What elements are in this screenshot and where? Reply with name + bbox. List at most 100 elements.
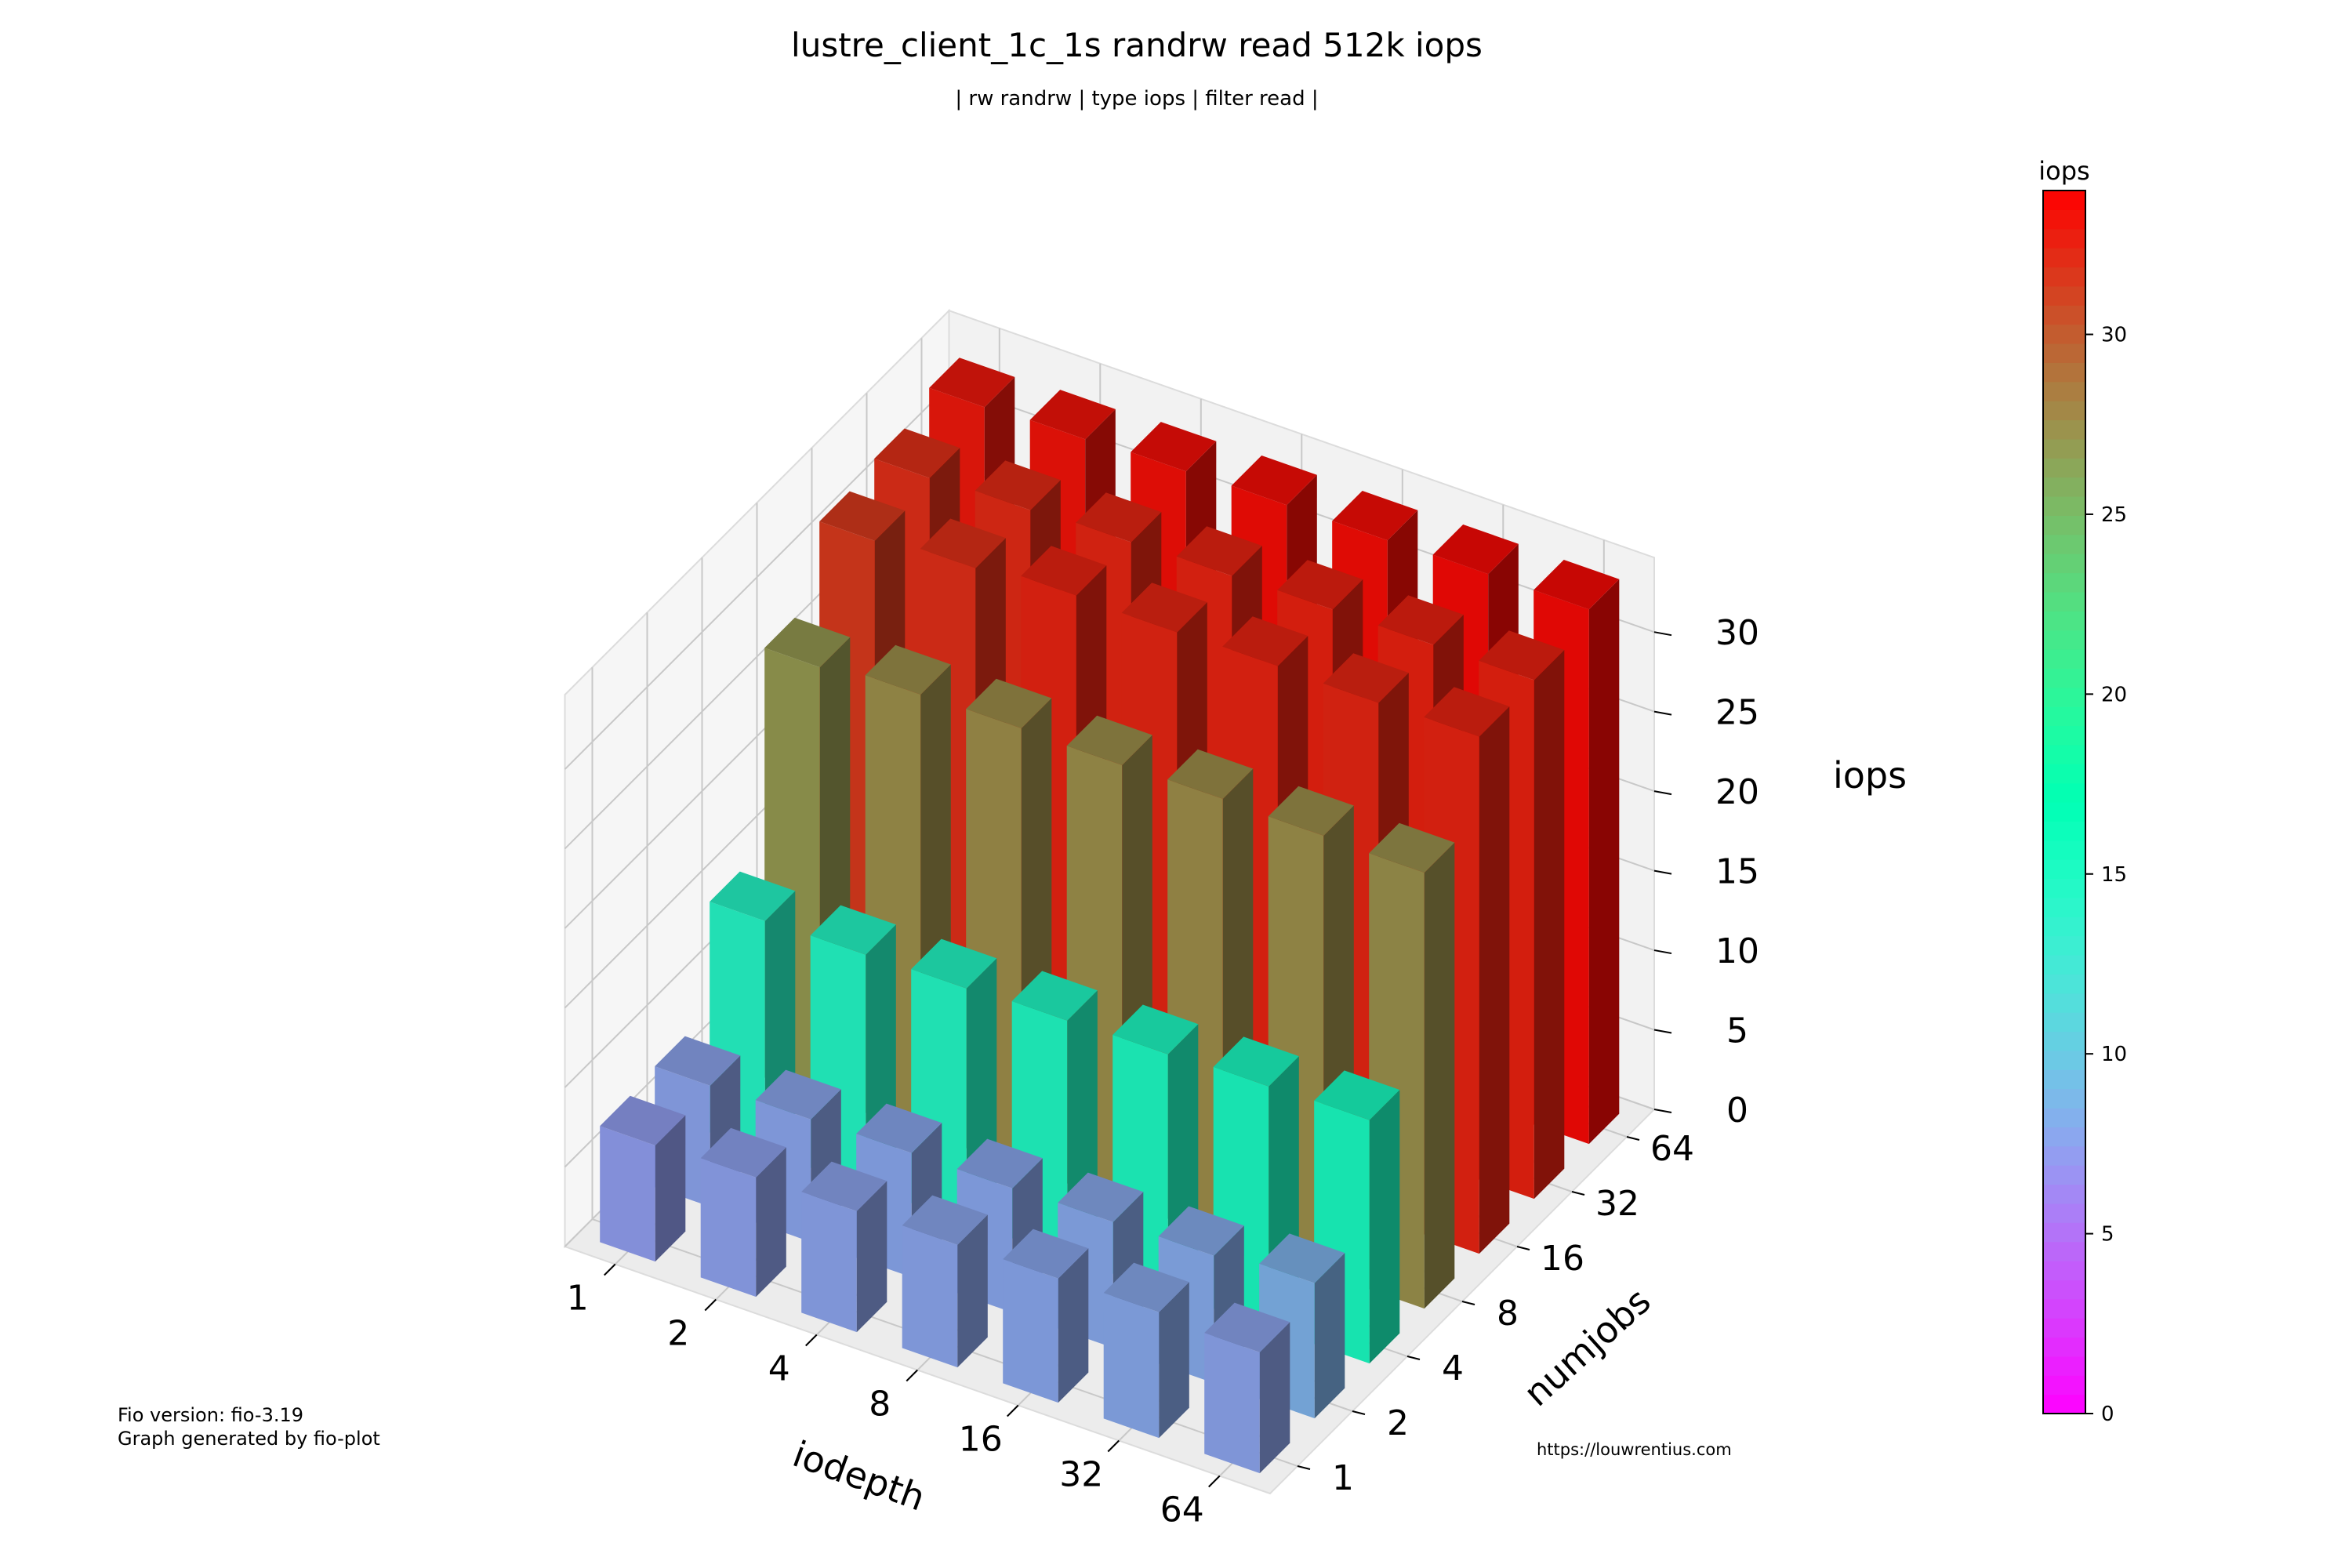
z-tick-label: 0 [1726,1091,1748,1131]
bar-side-face [957,1214,988,1368]
z-axis-title: iops [1833,754,1907,797]
colorbar-segment [2043,458,2085,478]
generated-by-text: Graph generated by fio-plot [118,1428,380,1450]
colorbar-tick-label: 5 [2101,1223,2114,1247]
colorbar-segment [2043,1165,2085,1185]
colorbar-segment [2043,974,2085,994]
colorbar-tick-label: 25 [2101,503,2127,527]
y-tick-mark [1571,1191,1585,1196]
z-tick-mark [1653,949,1672,955]
x-tick-mark [906,1369,918,1382]
bar-front-face [1103,1293,1160,1439]
x-tick-label: 16 [959,1420,1003,1460]
bar-top-face [1066,715,1152,765]
colorbar-segment [2043,496,2085,516]
colorbar-segment [2043,859,2085,880]
bar [1003,1229,1089,1403]
bar [1204,1302,1290,1474]
colorbar-segment [2043,993,2085,1013]
z-tick-mark [1653,1029,1672,1034]
z-tick-label: 25 [1715,693,1759,733]
colorbar-segment [2043,191,2085,210]
y-axis-title: numjobs [1515,1279,1659,1414]
y-tick-mark [1516,1246,1530,1250]
colorbar-segment [2043,534,2085,554]
bar-top-face [1432,524,1519,575]
bar-top-face [1021,546,1107,596]
colorbar-segment [2043,840,2085,860]
bar-top-face [1332,491,1418,541]
bar-side-face [1259,1322,1290,1474]
z-tick-mark [1653,631,1672,637]
x-tick-mark [604,1263,616,1276]
bar-top-face [856,1103,942,1153]
colorbar-segment [2043,1012,2085,1033]
y-tick-label: 2 [1387,1403,1409,1443]
colorbar-segment [2043,267,2085,287]
bar-top-face [1011,971,1098,1021]
bar-front-face [902,1225,958,1368]
bar [600,1095,686,1262]
bar-side-face [1479,706,1510,1254]
bar-side-face [756,1147,786,1298]
colorbar-segment [2043,1356,2085,1376]
colorbar-tick-label: 15 [2101,863,2127,887]
colorbar-segment [2043,285,2085,306]
bar-top-face [600,1095,686,1145]
bar-top-face [819,491,906,541]
chart-subtitle: | rw randrw | type iops | filter read | [955,87,1318,111]
colorbar-segment [2043,572,2085,593]
footer-url[interactable]: https://louwrentius.com [1537,1440,1732,1459]
colorbar-frame [2042,190,2086,1414]
bar-top-face [911,938,997,989]
bar-top-face [1167,749,1254,799]
y-tick-mark [1406,1356,1421,1360]
colorbar-segment [2043,1127,2085,1147]
y-tick-label: 8 [1497,1294,1519,1334]
colorbar-segment [2043,1108,2085,1127]
colorbar-segment [2043,668,2085,688]
bar [1103,1262,1189,1439]
bar-top-face [1277,560,1363,610]
bar-top-face [1213,1036,1299,1087]
bar-front-face [801,1192,857,1333]
bar-top-face [1204,1302,1290,1352]
bar-top-face [920,518,1006,568]
bar-top-face [1103,1262,1189,1312]
bar-top-face [1268,786,1354,836]
colorbar-segment [2043,955,2085,975]
x-tick-label: 4 [768,1349,790,1389]
x-tick-mark [704,1298,717,1312]
bar-top-face [956,1138,1043,1189]
chart-title: lustre_client_1c_1s randrw read 512k iop… [791,26,1483,64]
bar-side-face [1159,1282,1189,1439]
bar-top-face [810,905,896,955]
colorbar-tick-label: 30 [2101,324,2127,347]
bar-top-face [655,1036,741,1086]
x-tick-mark [1107,1439,1120,1453]
colorbar-segment [2043,821,2085,841]
colorbar-segment [2043,611,2085,631]
bars-group [600,358,1620,1474]
colorbar-segment [2043,649,2085,669]
colorbar-segment [2043,419,2085,440]
colorbar-segment [2043,1375,2085,1396]
colorbar-segment [2043,381,2085,401]
x-tick-mark [805,1334,818,1347]
colorbar-segment [2043,630,2085,650]
z-tick-label: 10 [1715,931,1759,971]
z-tick-label: 20 [1715,772,1759,812]
colorbar-segment [2043,515,2085,535]
colorbar-segment [2043,1318,2085,1338]
bar-top-face [1121,583,1207,633]
bar-side-face [856,1181,887,1333]
bar-front-face [700,1158,757,1298]
bar-top-face [1231,456,1317,506]
colorbar-title: iops [2038,156,2089,186]
y-tick-mark [1297,1465,1311,1470]
colorbar-segment [2043,897,2085,917]
bar-top-face [1003,1229,1089,1279]
colorbar-segment [2043,1203,2085,1223]
bar-side-face [1534,650,1565,1200]
